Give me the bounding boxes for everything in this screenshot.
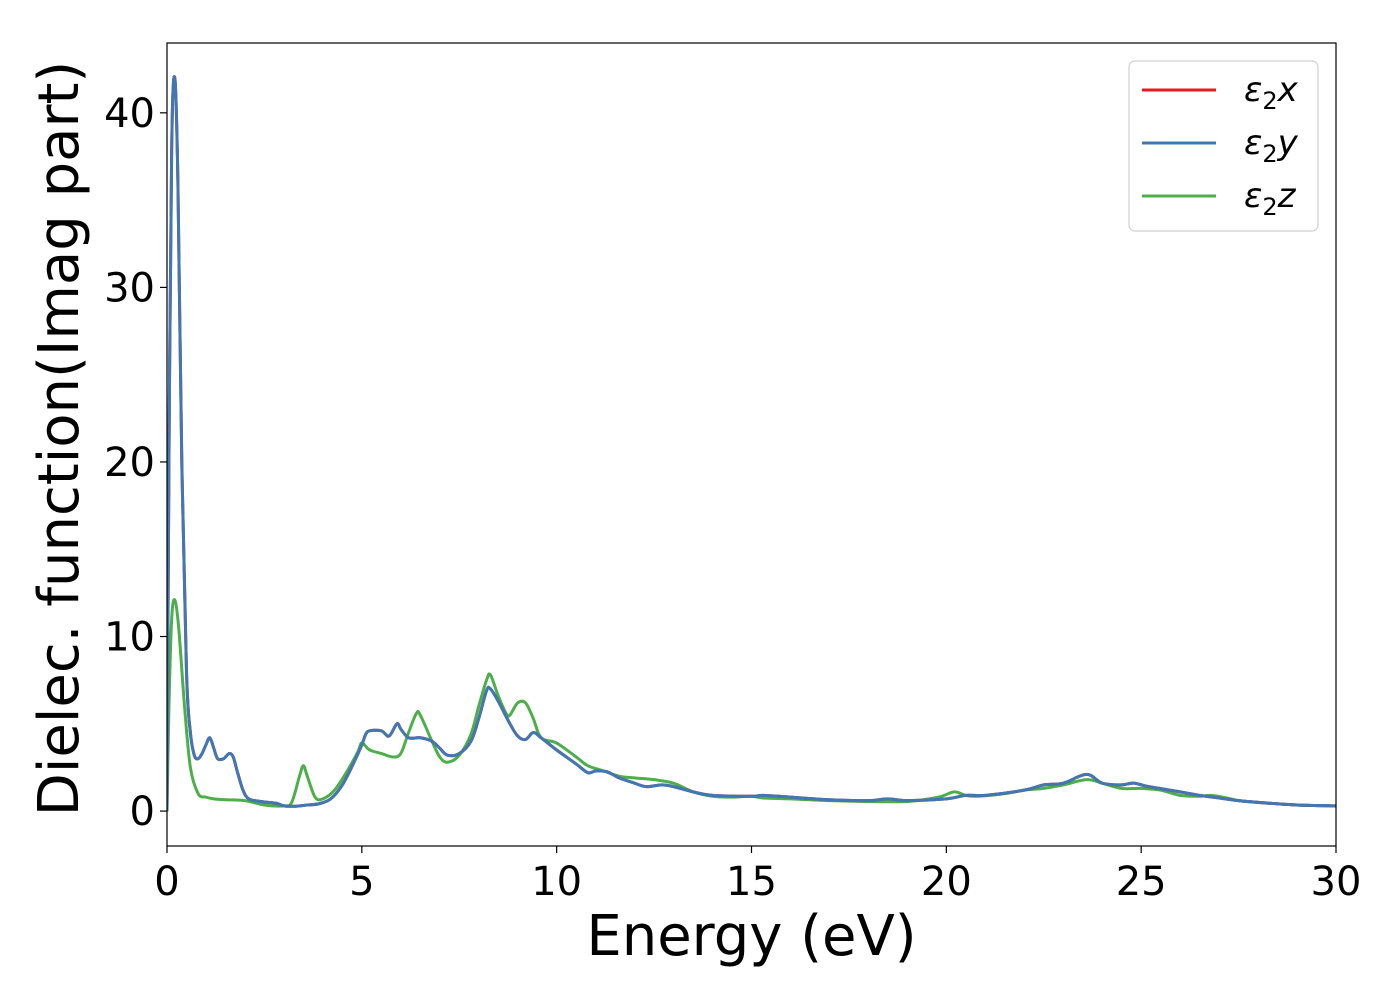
y-tick-label: 40 [104,91,155,137]
y-tick-label: 10 [104,615,155,661]
x-tick-label: 15 [726,859,777,905]
legend-label-x: ε2x [1244,70,1299,115]
x-tick-label: 5 [349,859,374,905]
x-tick-label: 10 [531,859,582,905]
x-tick-label: 25 [1116,859,1167,905]
legend: ε2x ε2y ε2z [1128,60,1319,232]
y-axis-label: Dielec. function(Imag part) [27,61,92,817]
y-tick-label: 20 [104,440,155,486]
y-tick-label: 30 [104,265,155,311]
series-layer [167,75,1336,812]
x-tick-label: 0 [154,859,179,905]
y-tick-label: 0 [130,789,155,835]
x-tick-label: 30 [1311,859,1362,905]
legend-box [1128,60,1319,232]
legend-label-z: ε2z [1244,176,1297,221]
y-axis: 0 10 20 30 40 [104,91,167,835]
series-line-y [167,75,1336,812]
x-axis: 0 5 10 15 20 25 30 [154,846,1361,905]
x-axis-label: Energy (eV) [586,904,916,969]
x-tick-label: 20 [921,859,972,905]
legend-label-y: ε2y [1244,123,1299,168]
